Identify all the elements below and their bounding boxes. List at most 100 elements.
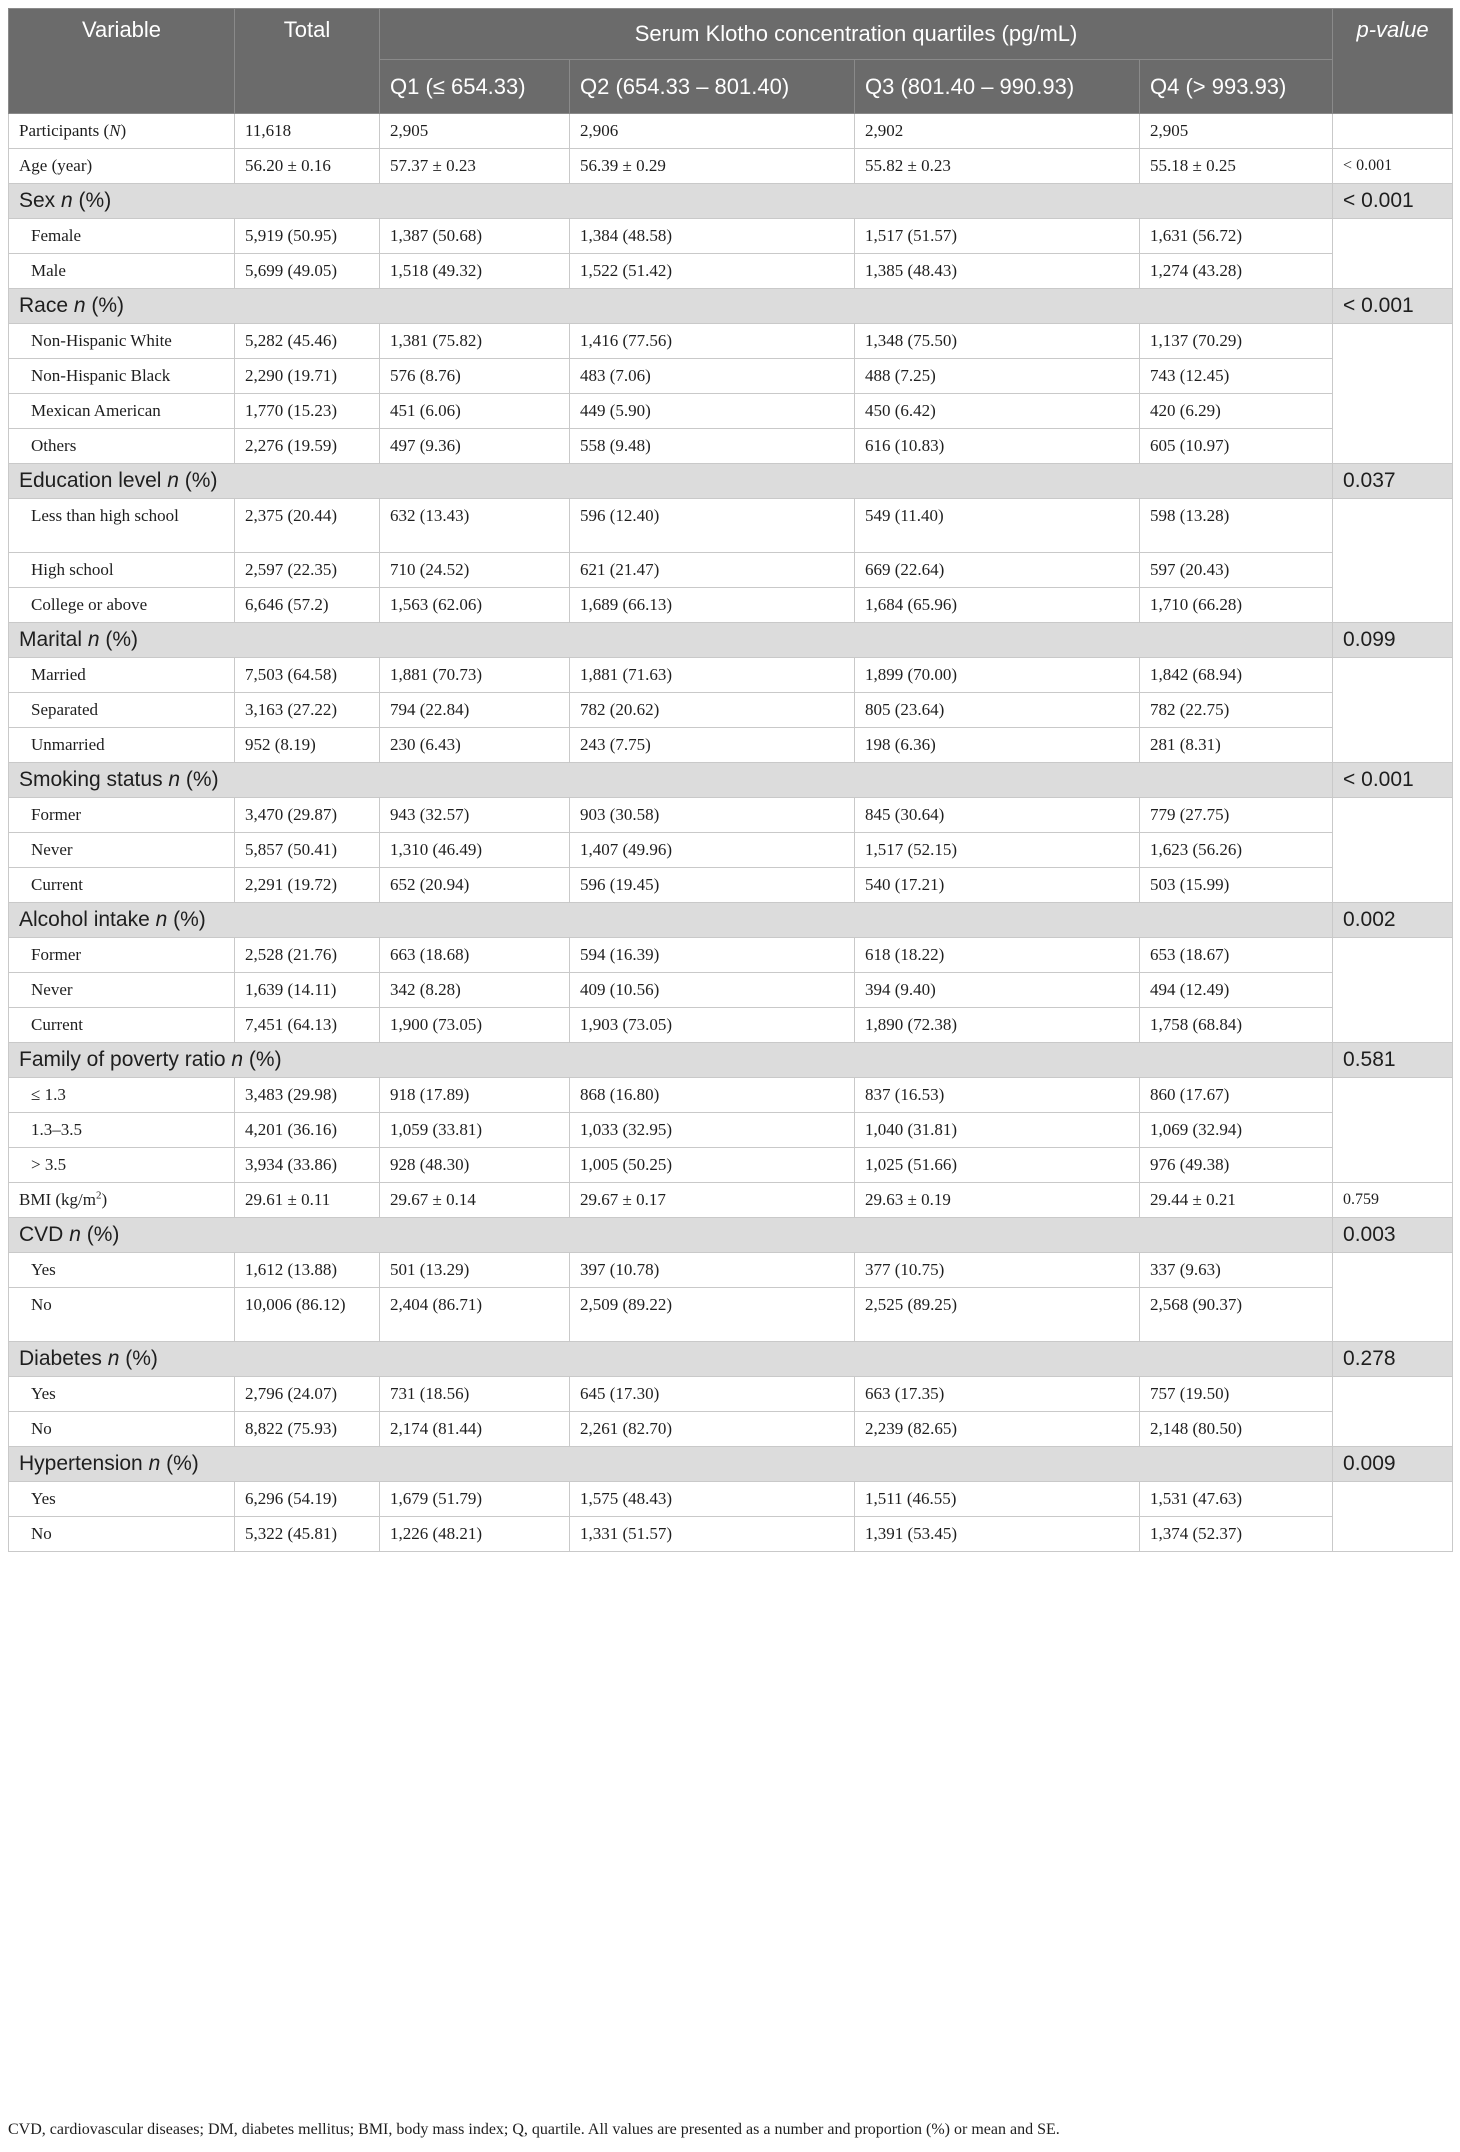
row-label: Others (8, 428, 235, 464)
cell-q1: 943 (32.57) (379, 797, 570, 833)
cell-total: 4,201 (36.16) (234, 1112, 380, 1148)
cell-q4: 2,148 (80.50) (1138, 1411, 1334, 1447)
group-pvalue-blank (1332, 1481, 1454, 1552)
section-row: Hypertension n (%) 0.009 (7, 1446, 1454, 1482)
cell-total: 5,857 (50.41) (234, 832, 380, 868)
row-pvalue: 0.759 (1332, 1182, 1454, 1218)
cell-q1: 1,518 (49.32) (379, 253, 570, 289)
group-pvalue-blank (1332, 498, 1454, 623)
col-header-variable: Variable (8, 8, 235, 114)
cell-q4: 1,842 (68.94) (1138, 657, 1334, 693)
row-label: Former (8, 797, 235, 833)
cell-q4: 1,623 (56.26) (1138, 832, 1334, 868)
group-pvalue-blank (1332, 1376, 1454, 1447)
row-label: Yes (8, 1252, 235, 1288)
cell-q2: 1,033 (32.95) (569, 1112, 855, 1148)
cell-q4: 1,758 (68.84) (1138, 1007, 1334, 1043)
cell-total: 1,612 (13.88) (234, 1252, 380, 1288)
cell-q3: 29.63 ± 0.19 (854, 1182, 1140, 1218)
row-label: BMI (kg/m2) (8, 1182, 235, 1218)
group-pvalue-blank (1332, 218, 1454, 289)
cell-q4: 1,137 (70.29) (1138, 323, 1334, 359)
cell-q4: 757 (19.50) (1138, 1376, 1334, 1412)
cell-q1: 928 (48.30) (379, 1147, 570, 1183)
sub-row: Non-Hispanic Black 2,290 (19.71) 576 (8.76… (8, 358, 1453, 394)
cell-q3: 1,517 (51.57) (854, 218, 1140, 254)
row-label: Non-Hispanic White (8, 323, 235, 359)
section-label: Diabetes n (%) (7, 1341, 1334, 1377)
cell-total: 1,770 (15.23) (234, 393, 380, 429)
section-row: Marital n (%) 0.099 (7, 622, 1454, 658)
cell-total: 5,919 (50.95) (234, 218, 380, 254)
cell-q4: 782 (22.75) (1138, 692, 1334, 728)
sub-row: Yes 6,296 (54.19) 1,679 (51.79) 1,575 (48.4… (8, 1481, 1454, 1552)
cell-q4: 2,568 (90.37) (1138, 1287, 1334, 1342)
cell-q2: 1,416 (77.56) (569, 323, 855, 359)
cell-total: 2,375 (20.44) (234, 498, 380, 553)
sub-row: Less than high school 2,375 (20.44) 632 (1… (8, 498, 1454, 623)
cell-total: 7,451 (64.13) (234, 1007, 380, 1043)
section-pvalue: 0.002 (1332, 902, 1454, 938)
sub-row: Yes 1,612 (13.88) 501 (13.29) 397 (10.78) 37… (8, 1252, 1454, 1342)
cell-q4: 1,531 (47.63) (1138, 1481, 1334, 1517)
cell-q2: 596 (19.45) (569, 867, 855, 903)
row-pvalue: < 0.001 (1332, 148, 1454, 184)
cell-q1: 663 (18.68) (379, 937, 570, 973)
sub-row: Male 5,699 (49.05) 1,518 (49.32) 1,522 (51.… (8, 253, 1453, 289)
cell-q3: 1,348 (75.50) (854, 323, 1140, 359)
cell-q4: 29.44 ± 0.21 (1138, 1182, 1334, 1218)
cell-total: 56.20 ± 0.16 (234, 148, 380, 184)
group-pvalue-blank (1332, 797, 1454, 903)
cell-q2: 645 (17.30) (569, 1376, 855, 1412)
cell-q3: 2,239 (82.65) (854, 1411, 1140, 1447)
cell-q4: 2,905 (1138, 113, 1334, 149)
cell-q4: 1,274 (43.28) (1138, 253, 1334, 289)
cell-q3: 2,525 (89.25) (854, 1287, 1140, 1342)
cell-q2: 29.67 ± 0.17 (569, 1182, 855, 1218)
col-header-q4: Q4 (> 993.93) (1138, 59, 1334, 114)
section-pvalue: 0.099 (1332, 622, 1454, 658)
cell-q1: 230 (6.43) (379, 727, 570, 763)
cell-q2: 1,331 (51.57) (569, 1516, 855, 1552)
section-label: Family of poverty ratio n (%) (7, 1042, 1334, 1078)
section-row: Sex n (%) < 0.001 (7, 183, 1454, 219)
cell-total: 2,528 (21.76) (234, 937, 380, 973)
cell-q3: 488 (7.25) (854, 358, 1140, 394)
header-row-1: Variable Total Serum Klotho concentratio… (8, 8, 1454, 114)
cell-q3: 1,890 (72.38) (854, 1007, 1140, 1043)
col-header-q3: Q3 (801.40 – 990.93) (854, 59, 1140, 114)
cell-q1: 918 (17.89) (379, 1077, 570, 1113)
section-pvalue: 0.003 (1332, 1217, 1454, 1253)
cell-q4: 1,069 (32.94) (1138, 1112, 1334, 1148)
row-label: Male (8, 253, 235, 289)
row-label: Current (8, 1007, 235, 1043)
cell-total: 7,503 (64.58) (234, 657, 380, 693)
row-label: Yes (8, 1376, 235, 1412)
cell-total: 2,276 (19.59) (234, 428, 380, 464)
row-label: High school (8, 552, 235, 588)
sub-row: No 5,322 (45.81) 1,226 (48.21) 1,331 (51.57… (8, 1516, 1453, 1552)
row-label: 1.3–3.5 (8, 1112, 235, 1148)
sub-row: Former 2,528 (21.76) 663 (18.68) 594 (16.39… (8, 937, 1454, 1043)
section-pvalue: 0.581 (1332, 1042, 1454, 1078)
data-row: Participants (N) 11,618 2,905 2,906 2,902 2,9… (8, 113, 1454, 149)
cell-q2: 409 (10.56) (569, 972, 855, 1008)
cell-q3: 55.82 ± 0.23 (854, 148, 1140, 184)
cell-q3: 1,391 (53.45) (854, 1516, 1140, 1552)
cell-q2: 1,575 (48.43) (569, 1481, 855, 1517)
row-label: Age (year) (8, 148, 235, 184)
cell-q2: 56.39 ± 0.29 (569, 148, 855, 184)
cell-total: 29.61 ± 0.11 (234, 1182, 380, 1218)
cell-q4: 55.18 ± 0.25 (1138, 148, 1334, 184)
sub-row: 1.3–3.5 4,201 (36.16) 1,059 (33.81) 1,033 (… (8, 1112, 1453, 1148)
cell-total: 3,934 (33.86) (234, 1147, 380, 1183)
cell-q1: 501 (13.29) (379, 1252, 570, 1288)
cell-q3: 540 (17.21) (854, 867, 1140, 903)
col-header-q1: Q1 (≤ 654.33) (379, 59, 570, 114)
cell-q4: 597 (20.43) (1138, 552, 1334, 588)
cell-q2: 243 (7.75) (569, 727, 855, 763)
sub-row: ≤ 1.3 3,483 (29.98) 918 (17.89) 868 (16.80)… (8, 1077, 1454, 1183)
cell-q3: 198 (6.36) (854, 727, 1140, 763)
cell-q4: 976 (49.38) (1138, 1147, 1334, 1183)
section-row: Education level n (%) 0.037 (7, 463, 1454, 499)
